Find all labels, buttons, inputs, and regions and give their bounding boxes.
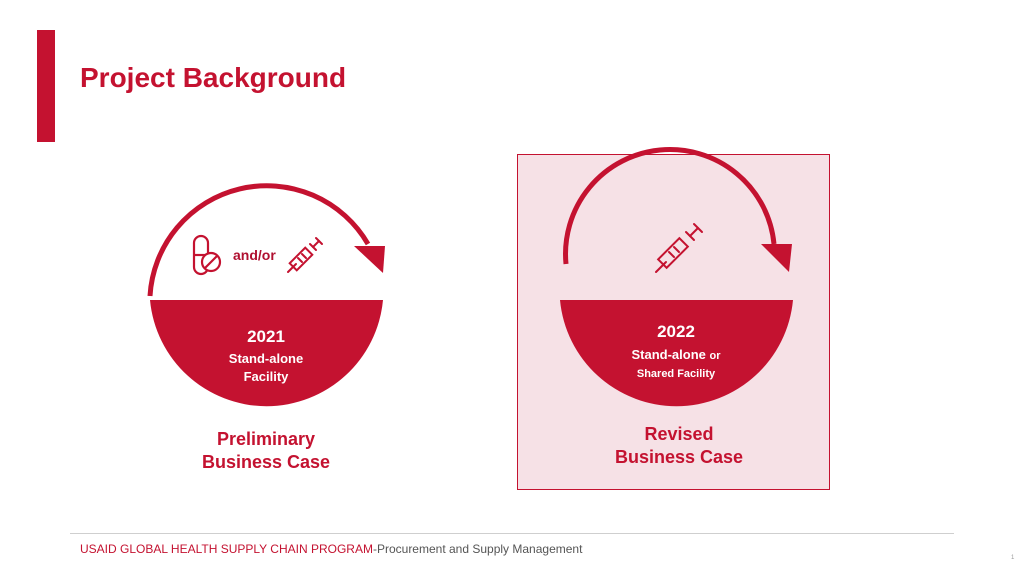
- right-half-circle: [560, 300, 793, 407]
- syringe-icon: [287, 237, 323, 273]
- title-accent-bar: [37, 30, 55, 142]
- right-case-label: Revised Business Case: [559, 423, 799, 469]
- footer: USAID GLOBAL HEALTH SUPPLY CHAIN PROGRAM…: [80, 542, 582, 556]
- left-cycle-arrow-arc: [147, 183, 371, 297]
- and-or-label: and/or: [233, 247, 276, 263]
- left-case-line1: Preliminary: [216, 429, 316, 449]
- right-facility-line1-wrap: Stand-alone or: [576, 346, 776, 365]
- right-cycle-arrowhead: [761, 244, 792, 272]
- footer-divider: [70, 533, 954, 534]
- syringe-icon: [655, 223, 703, 273]
- right-cycle-arrow-arc: [563, 147, 777, 265]
- right-facility-or: or: [709, 350, 721, 362]
- right-facility-line1: Stand-alone: [631, 347, 706, 362]
- left-facility: Stand-alone Facility: [166, 350, 366, 386]
- left-facility-line1: Stand-alone: [228, 351, 304, 366]
- left-facility-line2: Facility: [243, 369, 289, 384]
- footer-subtitle: -Procurement and Supply Management: [372, 542, 583, 556]
- page-number: 1: [1011, 555, 1015, 561]
- left-case-line2: Business Case: [201, 452, 331, 472]
- right-cycle-graphic: [560, 147, 793, 407]
- right-facility-line2: Shared Facility: [636, 368, 716, 380]
- pill-icon: [192, 234, 222, 276]
- right-case-line2: Business Case: [614, 447, 744, 467]
- right-case-line1: Revised: [644, 424, 714, 444]
- slide-title: Project Background: [80, 62, 347, 93]
- left-case-label: Preliminary Business Case: [146, 428, 386, 474]
- left-cycle-graphic: [147, 183, 385, 407]
- left-cycle-arrowhead: [354, 246, 385, 273]
- right-year: 2022: [657, 322, 695, 341]
- footer-org: USAID GLOBAL HEALTH SUPPLY CHAIN PROGRAM: [80, 542, 373, 556]
- left-half-circle: [150, 300, 383, 407]
- left-year: 2021: [247, 327, 285, 346]
- right-facility: Stand-alone or Shared Facility: [576, 346, 776, 383]
